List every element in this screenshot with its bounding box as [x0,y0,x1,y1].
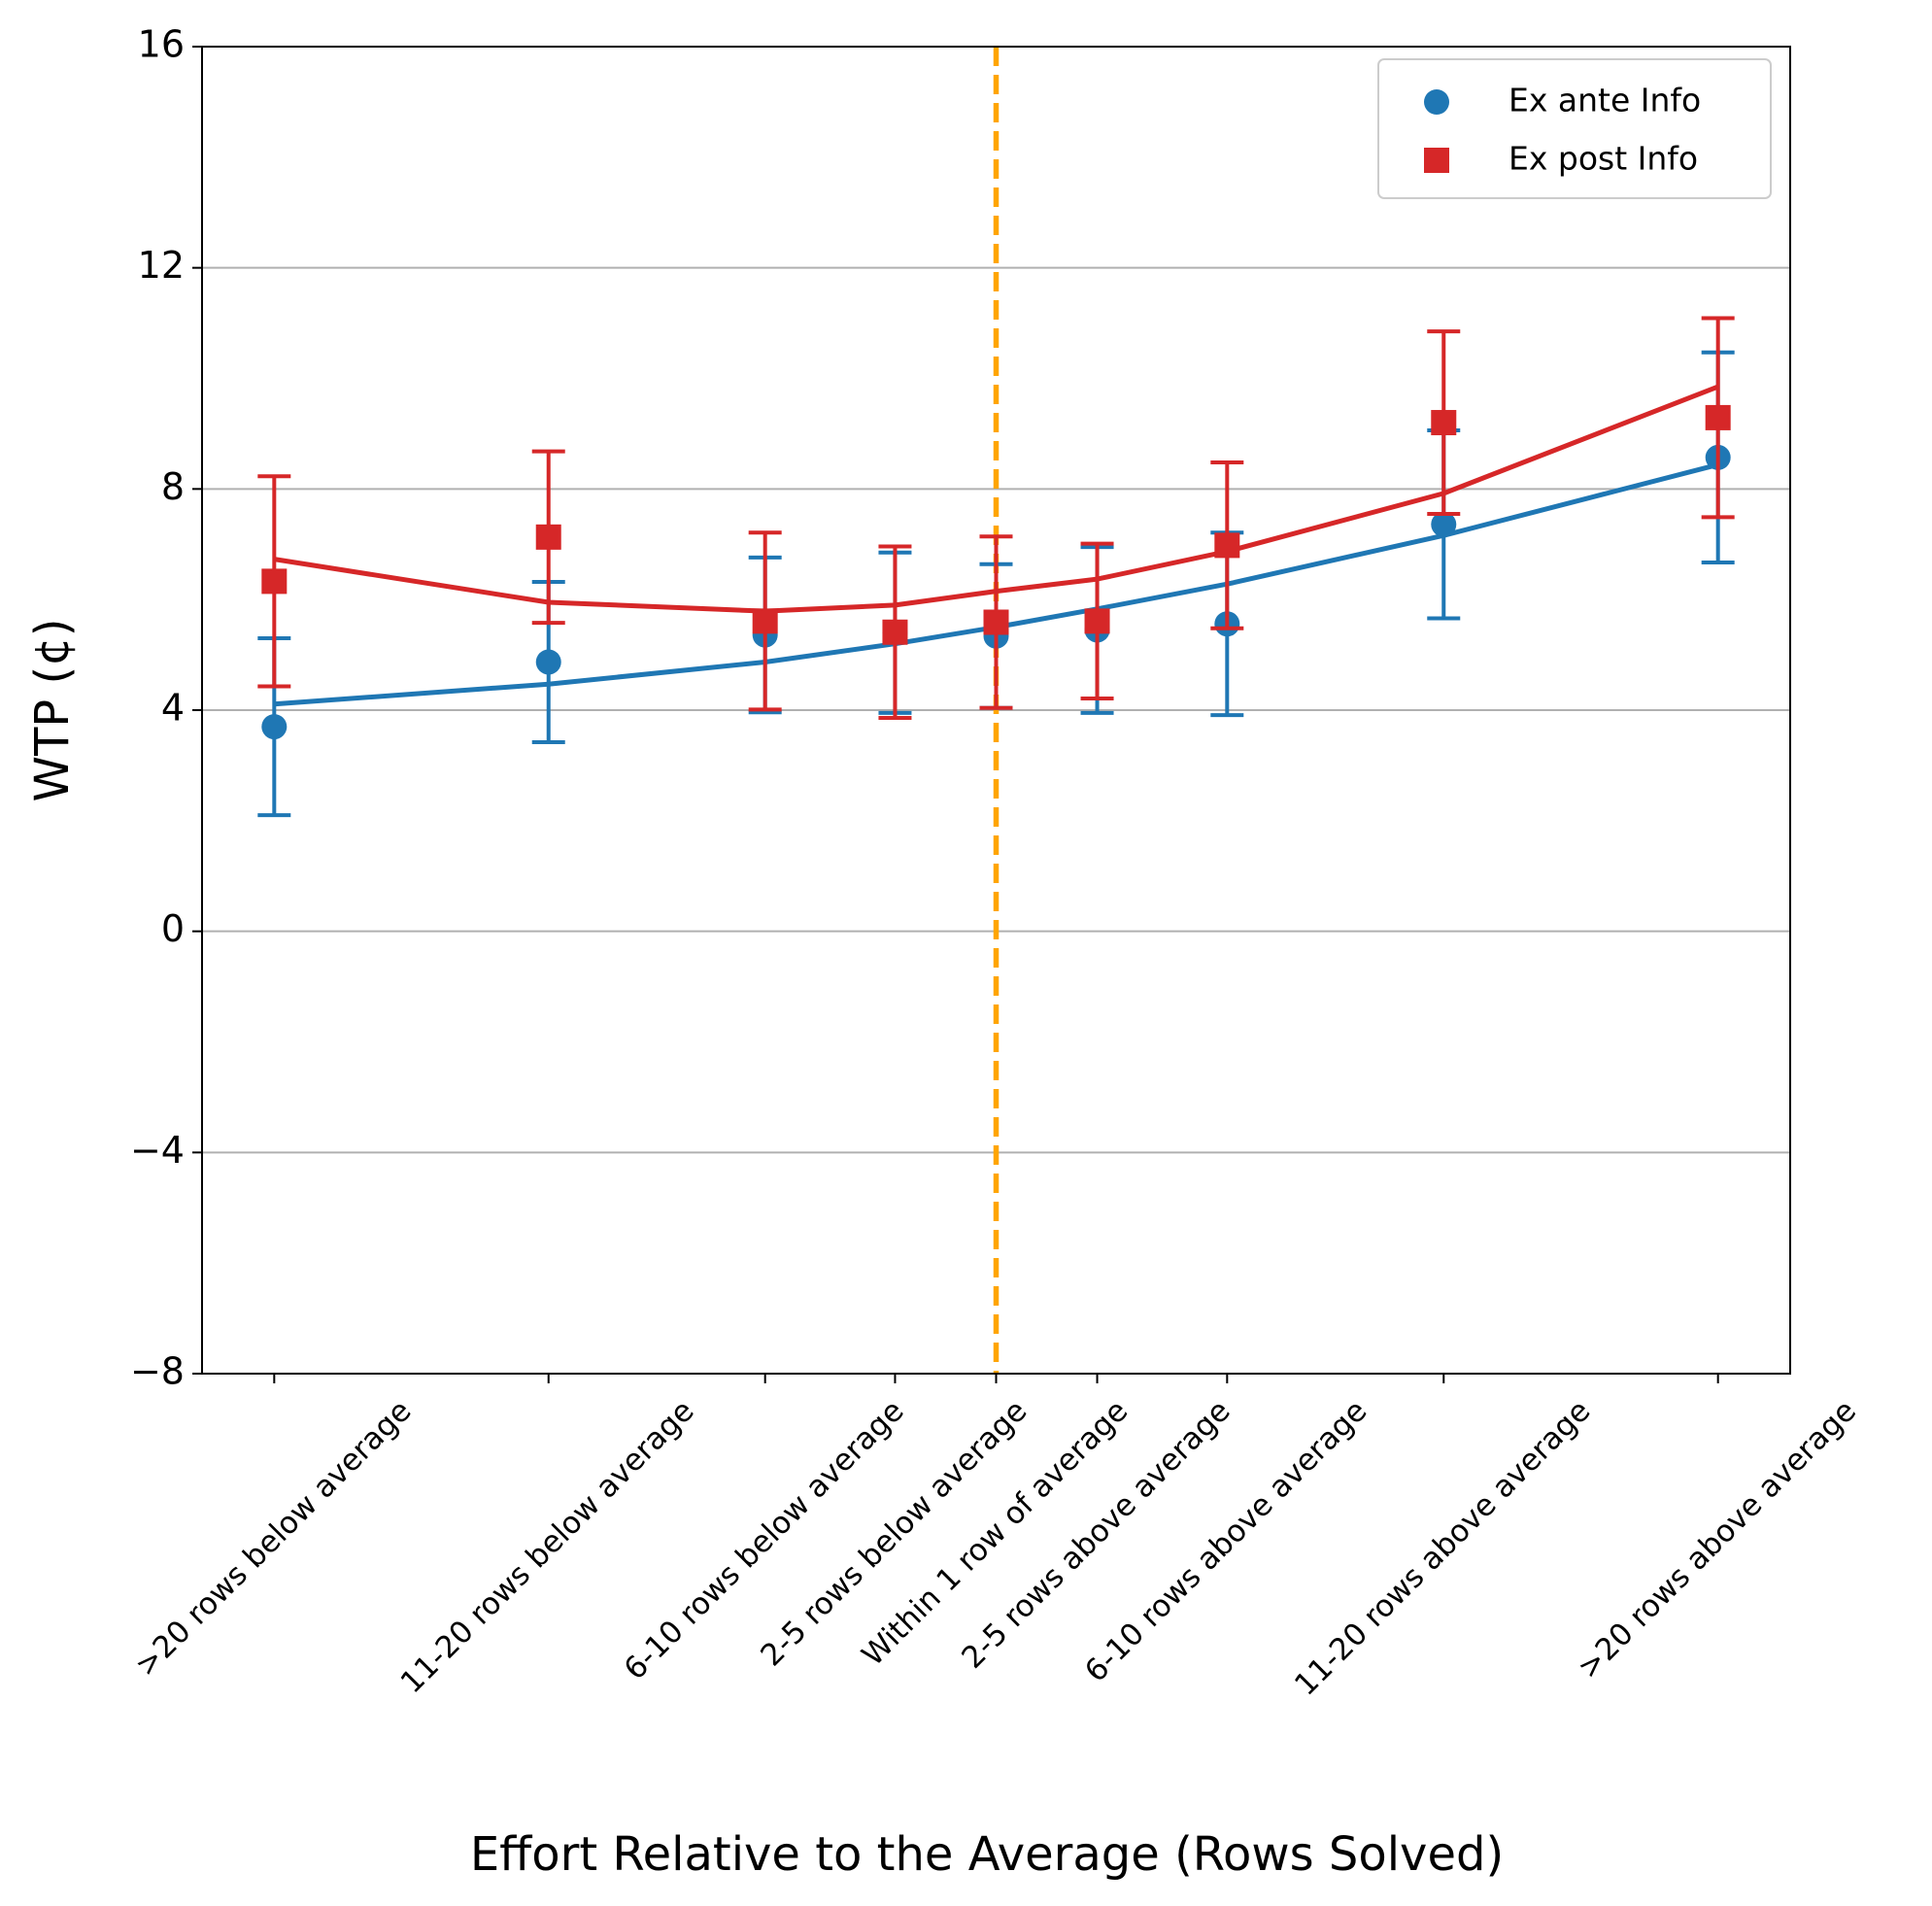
plot-frame [201,46,1791,1375]
legend-marker [1424,89,1449,115]
legend-label: Ex ante Info [1508,82,1701,119]
y-tick-label: 8 [161,465,185,508]
data-point [261,568,288,595]
data-point [882,619,908,645]
legend-label: Ex post Info [1508,140,1698,178]
legend-box [1377,58,1772,199]
data-point [1431,511,1457,537]
data-point [1431,410,1457,436]
data-point [535,524,561,550]
y-tick-label: 16 [138,23,185,66]
x-tick-label: >20 rows above average [1571,1393,1863,1685]
data-point [1214,532,1240,559]
y-tick-label: 12 [138,244,185,287]
data-point [1084,608,1110,634]
y-tick-label: 4 [161,687,185,730]
x-tick-label: >20 rows below average [128,1393,418,1683]
fit-line [273,384,1719,614]
legend-marker [1424,148,1449,173]
data-point [983,609,1009,635]
data-point [752,608,778,634]
y-tick-label: −4 [130,1129,185,1172]
data-point [1705,404,1731,430]
y-tick-label: 0 [161,907,185,950]
data-point [261,714,288,740]
y-tick-label: −8 [130,1350,185,1393]
x-axis-label: Effort Relative to the Average (Rows Sol… [470,1827,1504,1882]
y-axis-label: WTP (¢) [25,619,80,802]
data-point [535,649,561,675]
